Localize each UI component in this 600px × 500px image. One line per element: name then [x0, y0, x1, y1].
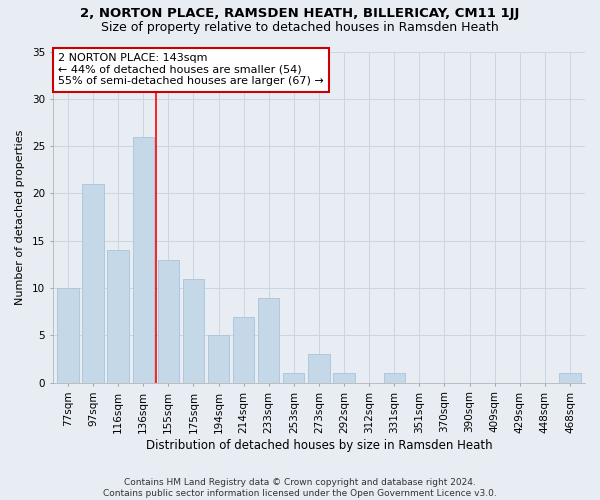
Text: 2 NORTON PLACE: 143sqm
← 44% of detached houses are smaller (54)
55% of semi-det: 2 NORTON PLACE: 143sqm ← 44% of detached… [58, 53, 324, 86]
Bar [133, 136, 154, 383]
Bar [258, 298, 280, 383]
Bar [283, 374, 304, 383]
Bar [383, 374, 405, 383]
Bar [233, 316, 254, 383]
Bar [158, 260, 179, 383]
Bar [208, 336, 229, 383]
Bar [308, 354, 329, 383]
Bar [107, 250, 129, 383]
Text: Contains HM Land Registry data © Crown copyright and database right 2024.
Contai: Contains HM Land Registry data © Crown c… [103, 478, 497, 498]
Y-axis label: Number of detached properties: Number of detached properties [15, 130, 25, 305]
Bar [559, 374, 581, 383]
Bar [57, 288, 79, 383]
Bar [82, 184, 104, 383]
Text: 2, NORTON PLACE, RAMSDEN HEATH, BILLERICAY, CM11 1JJ: 2, NORTON PLACE, RAMSDEN HEATH, BILLERIC… [80, 8, 520, 20]
Bar [334, 374, 355, 383]
X-axis label: Distribution of detached houses by size in Ramsden Heath: Distribution of detached houses by size … [146, 440, 492, 452]
Bar [183, 278, 204, 383]
Text: Size of property relative to detached houses in Ramsden Heath: Size of property relative to detached ho… [101, 22, 499, 35]
